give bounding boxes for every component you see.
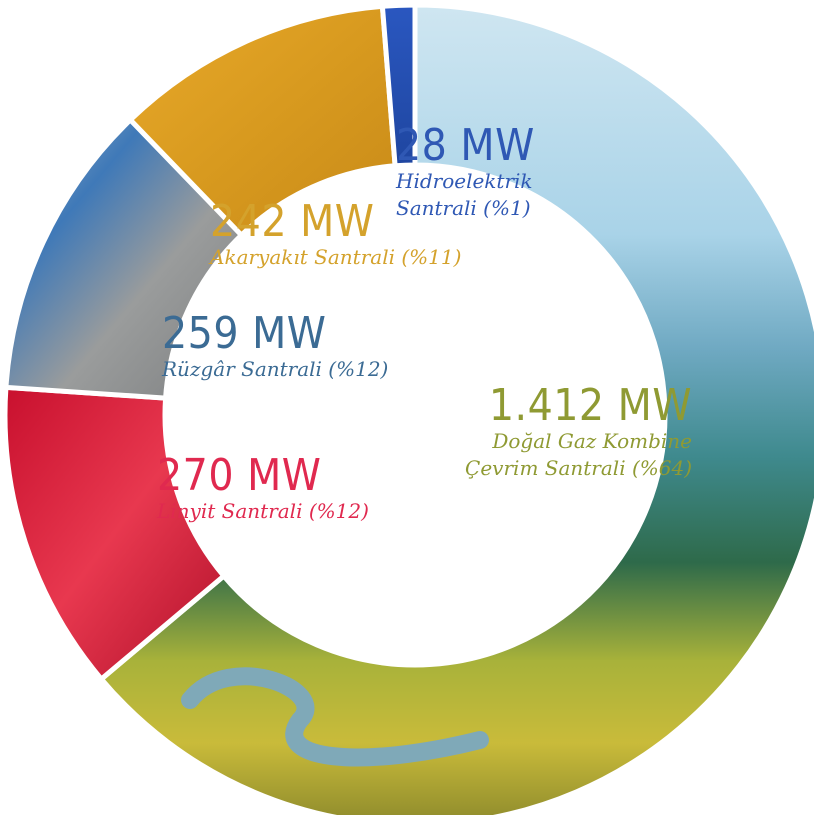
label-natural-gas: 1.412 MW Doğal Gaz Kombine Çevrim Santra… [465,384,692,482]
river-decoration [181,667,489,767]
name-natural-gas-line1: Doğal Gaz Kombine [492,429,692,453]
name-hydro-line1: Hidroelektrik [396,169,533,193]
slice-landscape [97,2,814,815]
value-natural-gas: 1.412 MW [488,380,692,431]
name-lignite: Linyit Santrali (%12) [157,499,369,523]
name-wind: Rüzgâr Santrali (%12) [162,357,389,381]
name-hydro-line2: Santrali (%1) [396,196,531,220]
name-fuel-oil: Akaryakıt Santrali (%11) [210,245,462,269]
label-fuel-oil: 242 MW Akaryakıt Santrali (%11) [210,200,461,271]
name-natural-gas-line2: Çevrim Santrali (%64) [465,456,692,480]
label-hydro: 28 MW Hidroelektrik Santrali (%1) [396,124,535,222]
label-wind: 259 MW Rüzgâr Santrali (%12) [162,312,388,383]
slice-blue-paint [379,2,418,169]
value-fuel-oil: 242 MW [210,196,375,247]
value-lignite: 270 MW [157,450,322,501]
value-wind: 259 MW [162,308,327,359]
label-lignite: 270 MW Linyit Santrali (%12) [157,454,369,525]
value-hydro: 28 MW [396,120,535,171]
